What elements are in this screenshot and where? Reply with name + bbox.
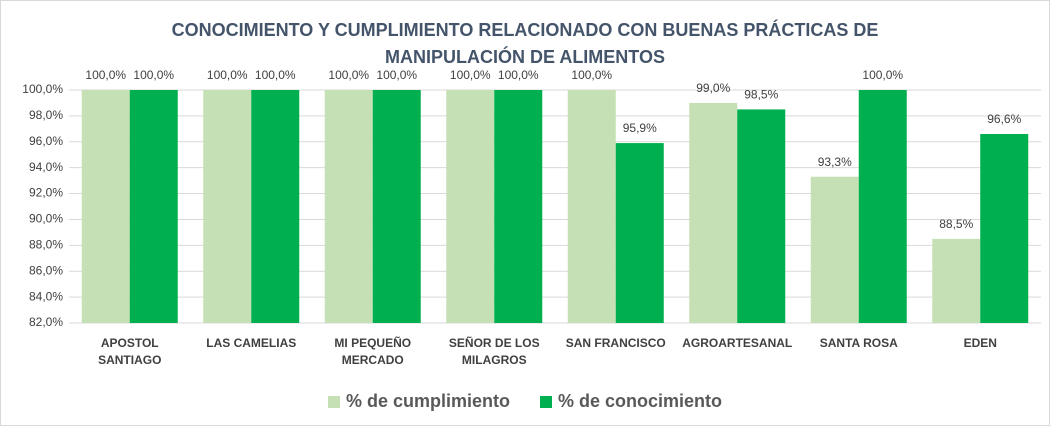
data-label: 100,0% <box>862 68 903 82</box>
bar <box>932 238 981 323</box>
bar <box>251 90 300 323</box>
data-label: 100,0% <box>498 68 539 82</box>
legend: % de cumplimiento % de conocimiento <box>1 391 1049 412</box>
y-tick-label: 96,0% <box>29 134 63 148</box>
legend-item: % de conocimiento <box>540 391 722 412</box>
bar <box>372 90 421 323</box>
x-tick-label: EDEN <box>963 336 997 350</box>
legend-item: % de cumplimiento <box>327 391 510 412</box>
chart-title: CONOCIMIENTO Y CUMPLIMIENTO RELACIONADO … <box>171 20 879 67</box>
data-label: 100,0% <box>255 68 296 82</box>
bar <box>567 90 616 323</box>
y-tick-label: 82,0% <box>29 315 63 329</box>
bar <box>858 90 907 323</box>
data-label: 100,0% <box>85 68 126 82</box>
x-tick-label: AGROARTESANAL <box>682 336 793 350</box>
bar <box>615 143 664 323</box>
legend-label: % de conocimiento <box>558 391 723 411</box>
y-tick-label: 100,0% <box>22 82 63 96</box>
data-label: 100,0% <box>376 68 417 82</box>
legend-swatch <box>540 395 552 408</box>
bar <box>129 90 178 323</box>
y-tick-label: 98,0% <box>29 108 63 122</box>
data-label: 100,0% <box>207 68 248 82</box>
data-label: 100,0% <box>450 68 491 82</box>
data-label: 100,0% <box>328 68 369 82</box>
bar <box>737 109 786 324</box>
bar <box>203 90 252 323</box>
legend-label: % de cumplimiento <box>345 391 510 411</box>
data-label: 100,0% <box>133 68 174 82</box>
data-label: 96,6% <box>987 112 1021 126</box>
bar <box>324 90 373 323</box>
bar <box>689 102 738 323</box>
bar <box>494 90 543 323</box>
bar <box>980 134 1029 323</box>
y-tick-label: 84,0% <box>29 289 63 303</box>
y-tick-label: 88,0% <box>29 238 63 252</box>
y-tick-label: 90,0% <box>29 212 63 226</box>
x-tick-label: SANTA ROSA <box>819 336 898 350</box>
x-tick-label: APOSTOL SANTIAGO <box>98 336 162 367</box>
x-tick-label: LAS CAMELIAS <box>206 336 297 350</box>
y-tick-label: 92,0% <box>29 186 63 200</box>
data-label: 98,5% <box>744 88 778 102</box>
bar <box>81 90 130 323</box>
x-tick-label: SEÑOR DE LOS MILAGROS <box>448 336 540 367</box>
x-tick-label: SAN FRANCISCO <box>565 336 666 350</box>
y-tick-label: 86,0% <box>29 263 63 277</box>
bar <box>810 176 859 323</box>
bar <box>446 90 495 323</box>
x-tick-label: MI PEQUEÑO MERCADO <box>334 336 412 367</box>
data-label: 88,5% <box>939 217 973 231</box>
data-label: 100,0% <box>571 68 612 82</box>
legend-swatch <box>327 395 340 408</box>
data-label: 99,0% <box>696 81 730 95</box>
data-label: 93,3% <box>818 155 852 169</box>
data-label: 95,9% <box>623 121 657 135</box>
y-tick-label: 94,0% <box>29 160 63 174</box>
